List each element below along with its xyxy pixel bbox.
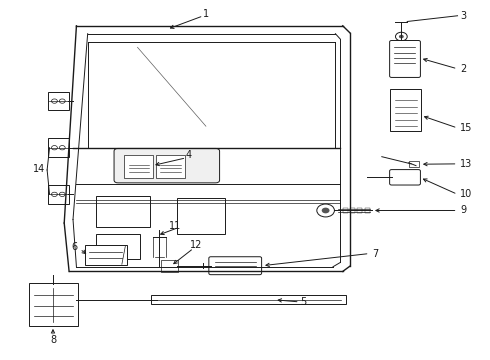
Text: 3: 3 — [460, 11, 466, 21]
FancyBboxPatch shape — [161, 260, 177, 272]
Text: 6: 6 — [72, 242, 78, 252]
FancyBboxPatch shape — [350, 208, 355, 213]
FancyBboxPatch shape — [85, 245, 127, 265]
FancyBboxPatch shape — [151, 295, 346, 305]
Text: 4: 4 — [186, 150, 192, 160]
Text: 13: 13 — [460, 159, 472, 169]
Text: 10: 10 — [460, 189, 472, 199]
FancyBboxPatch shape — [96, 196, 150, 226]
Text: 12: 12 — [190, 240, 202, 250]
FancyBboxPatch shape — [114, 148, 220, 183]
FancyBboxPatch shape — [124, 155, 153, 178]
Text: 8: 8 — [50, 334, 56, 345]
Text: 15: 15 — [460, 123, 472, 133]
FancyBboxPatch shape — [156, 155, 185, 178]
Text: 11: 11 — [169, 221, 181, 231]
FancyBboxPatch shape — [343, 208, 347, 213]
FancyBboxPatch shape — [176, 198, 225, 234]
Circle shape — [399, 35, 404, 39]
FancyBboxPatch shape — [209, 257, 262, 275]
Text: 14: 14 — [33, 164, 46, 174]
Text: 7: 7 — [372, 248, 378, 258]
FancyBboxPatch shape — [48, 185, 69, 204]
FancyBboxPatch shape — [390, 41, 420, 77]
FancyBboxPatch shape — [48, 92, 69, 111]
FancyBboxPatch shape — [365, 208, 369, 213]
FancyBboxPatch shape — [28, 283, 78, 326]
Text: 1: 1 — [203, 9, 209, 19]
Circle shape — [322, 208, 330, 213]
Text: 5: 5 — [300, 297, 307, 307]
FancyBboxPatch shape — [357, 208, 362, 213]
Text: 9: 9 — [460, 206, 466, 216]
FancyBboxPatch shape — [390, 170, 420, 185]
FancyBboxPatch shape — [48, 138, 69, 157]
FancyBboxPatch shape — [96, 234, 140, 259]
FancyBboxPatch shape — [409, 161, 419, 167]
Text: 2: 2 — [460, 64, 466, 74]
FancyBboxPatch shape — [390, 89, 421, 131]
